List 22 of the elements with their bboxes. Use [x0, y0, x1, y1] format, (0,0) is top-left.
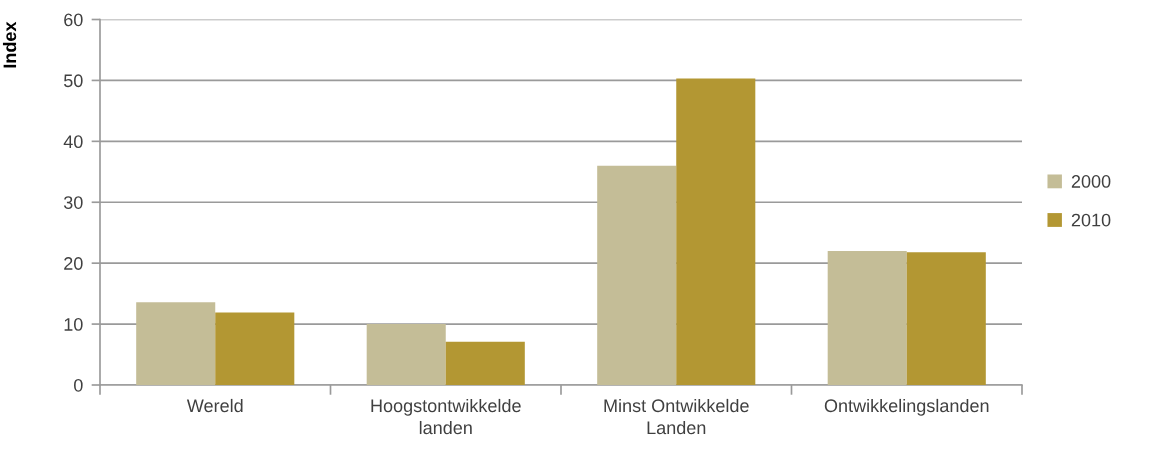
y-tick-label: 40	[63, 135, 83, 149]
y-axis-title: Index	[2, 21, 17, 68]
bar	[445, 341, 525, 385]
legend-label: 2010	[1071, 213, 1111, 227]
x-tick-label: Minst Ontwikkelde Landen	[604, 398, 749, 435]
bar	[676, 78, 756, 385]
bar	[136, 302, 216, 385]
bar	[906, 252, 986, 385]
x-tick-label: Ontwikkelingslanden	[824, 398, 989, 416]
y-tick-label: 50	[63, 74, 83, 88]
x-tick-label: Hoogstontwikkelde landen	[371, 398, 521, 435]
y-tick-label: 0	[74, 378, 83, 392]
bar	[827, 250, 907, 385]
y-tick-label: 60	[64, 13, 83, 27]
bar	[597, 165, 677, 385]
y-tick-label: 30	[63, 196, 83, 209]
bar	[215, 312, 295, 385]
y-tick-label: 10	[64, 318, 83, 331]
bar	[366, 324, 446, 385]
y-tick-label: 20	[64, 257, 83, 270]
x-tick-label: Wereld	[186, 398, 243, 413]
legend-label: 2000	[1071, 175, 1111, 188]
